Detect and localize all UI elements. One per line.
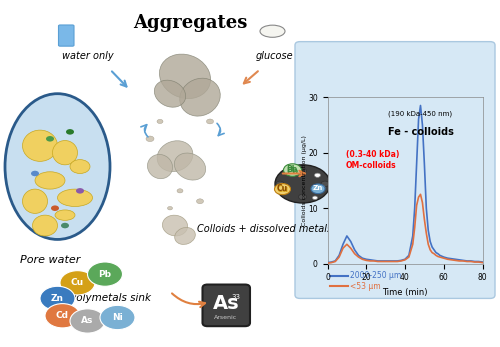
Circle shape bbox=[61, 223, 69, 228]
Circle shape bbox=[66, 129, 74, 135]
X-axis label: Time (min): Time (min) bbox=[382, 288, 428, 297]
Circle shape bbox=[46, 136, 54, 142]
Circle shape bbox=[76, 188, 84, 194]
Ellipse shape bbox=[5, 94, 110, 239]
FancyBboxPatch shape bbox=[202, 285, 250, 326]
Text: Pb: Pb bbox=[286, 165, 298, 174]
Text: Cu: Cu bbox=[277, 184, 288, 193]
Circle shape bbox=[100, 305, 135, 330]
Ellipse shape bbox=[148, 154, 172, 179]
Text: Pore water: Pore water bbox=[20, 255, 80, 265]
Circle shape bbox=[321, 181, 329, 187]
Circle shape bbox=[206, 119, 214, 124]
Text: Pb: Pb bbox=[98, 270, 112, 279]
Text: As: As bbox=[82, 316, 94, 325]
Circle shape bbox=[312, 196, 318, 200]
Text: Zn: Zn bbox=[313, 185, 323, 192]
Ellipse shape bbox=[180, 78, 220, 116]
Circle shape bbox=[60, 271, 95, 295]
Ellipse shape bbox=[70, 160, 90, 174]
Text: Colloids + dissolved metals: Colloids + dissolved metals bbox=[198, 224, 332, 234]
Circle shape bbox=[276, 181, 284, 187]
FancyBboxPatch shape bbox=[295, 42, 495, 298]
Ellipse shape bbox=[174, 153, 206, 180]
Ellipse shape bbox=[162, 215, 188, 236]
Circle shape bbox=[298, 168, 306, 174]
Text: Cd: Cd bbox=[56, 311, 69, 320]
Ellipse shape bbox=[52, 141, 78, 165]
Ellipse shape bbox=[260, 25, 285, 37]
Text: Cu: Cu bbox=[71, 278, 84, 287]
Text: Pb: Pb bbox=[286, 167, 298, 176]
Ellipse shape bbox=[154, 80, 186, 107]
Circle shape bbox=[298, 194, 306, 200]
Text: glucose: glucose bbox=[256, 51, 294, 60]
Y-axis label: Colloids concentration (μg/L): Colloids concentration (μg/L) bbox=[302, 135, 306, 226]
Text: 33: 33 bbox=[232, 294, 240, 300]
Text: Cu: Cu bbox=[276, 185, 288, 194]
Circle shape bbox=[284, 164, 302, 176]
Text: <53 μm: <53 μm bbox=[350, 282, 380, 291]
Circle shape bbox=[168, 206, 172, 210]
Circle shape bbox=[40, 286, 75, 311]
Circle shape bbox=[31, 171, 39, 176]
Text: Aggregates: Aggregates bbox=[133, 14, 247, 32]
Ellipse shape bbox=[35, 172, 65, 189]
Text: Arsenic: Arsenic bbox=[214, 315, 238, 320]
Text: (0.3-40 kDa)
OM-colloids: (0.3-40 kDa) OM-colloids bbox=[346, 151, 400, 170]
Text: Ni: Ni bbox=[112, 313, 123, 322]
Text: (190 kDa-450 nm): (190 kDa-450 nm) bbox=[388, 110, 452, 117]
Text: Fe - colloids: Fe - colloids bbox=[388, 127, 454, 137]
Circle shape bbox=[177, 189, 183, 193]
Circle shape bbox=[88, 262, 122, 286]
Circle shape bbox=[157, 119, 163, 124]
Circle shape bbox=[275, 165, 330, 203]
Circle shape bbox=[311, 184, 325, 194]
Circle shape bbox=[320, 186, 325, 189]
Ellipse shape bbox=[22, 189, 48, 213]
Circle shape bbox=[196, 199, 203, 204]
Circle shape bbox=[51, 205, 59, 211]
Ellipse shape bbox=[22, 130, 58, 161]
Ellipse shape bbox=[32, 215, 58, 236]
Circle shape bbox=[70, 309, 105, 333]
Circle shape bbox=[45, 304, 80, 328]
Ellipse shape bbox=[174, 228, 196, 244]
Circle shape bbox=[314, 173, 320, 177]
Ellipse shape bbox=[58, 189, 92, 206]
Text: As: As bbox=[213, 294, 240, 313]
Circle shape bbox=[146, 136, 154, 142]
Text: water only: water only bbox=[62, 51, 114, 60]
Text: Polymetals sink: Polymetals sink bbox=[70, 294, 150, 303]
Ellipse shape bbox=[55, 210, 75, 220]
Text: 2000-250 μm: 2000-250 μm bbox=[350, 271, 401, 280]
FancyBboxPatch shape bbox=[58, 25, 74, 46]
Ellipse shape bbox=[157, 141, 193, 171]
Circle shape bbox=[274, 184, 290, 195]
Ellipse shape bbox=[160, 54, 210, 99]
Text: Zn: Zn bbox=[51, 294, 64, 303]
